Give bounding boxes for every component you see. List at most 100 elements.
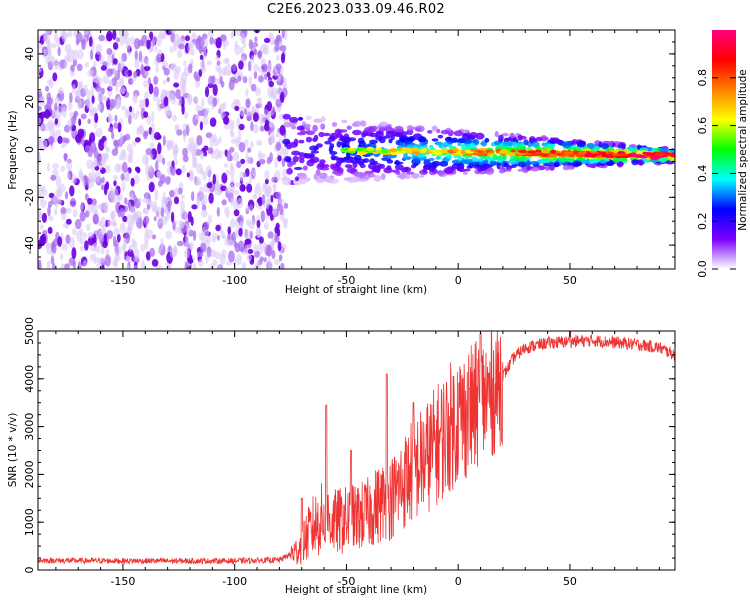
heatmap-cell	[233, 78, 239, 84]
heatmap-cell	[452, 148, 459, 152]
heatmap-cell	[90, 86, 95, 98]
heatmap-cell	[458, 168, 467, 173]
heatmap-cell	[339, 134, 344, 141]
heatmap-cell	[305, 136, 313, 143]
heatmap-cell	[403, 174, 412, 179]
heatmap-cell	[173, 69, 180, 81]
heatmap-cell	[232, 63, 237, 72]
heatmap-cell	[213, 138, 220, 147]
heatmap-cell	[124, 197, 128, 205]
heatmap-cell	[102, 61, 108, 67]
heatmap-cell	[70, 64, 75, 73]
heatmap-cell	[396, 174, 406, 179]
heatmap-cell	[400, 167, 408, 173]
heatmap-cell	[214, 148, 220, 160]
heatmap-cell	[394, 125, 404, 133]
heatmap-cell	[246, 183, 253, 193]
heatmap-cell	[635, 154, 644, 159]
heatmap-cell	[199, 150, 205, 160]
heatmap-cell	[320, 164, 325, 168]
heatmap-cell	[84, 30, 89, 36]
heatmap-cell	[209, 140, 214, 149]
heatmap-cell	[330, 154, 336, 161]
heatmap-cell	[375, 131, 384, 139]
heatmap-cell	[129, 36, 136, 45]
heatmap-cell	[271, 176, 277, 183]
heatmap-cell	[275, 98, 283, 108]
heatmap-cell	[476, 152, 486, 157]
heatmap-cell	[256, 219, 261, 229]
heatmap-cell	[494, 131, 499, 138]
heatmap-cell	[157, 49, 163, 58]
heatmap-cell	[329, 135, 336, 140]
heatmap-cell	[419, 174, 425, 178]
heatmap-cell	[225, 64, 232, 76]
heatmap-cell	[60, 263, 65, 269]
heatmap-cell	[443, 167, 454, 174]
heatmap-cell	[293, 166, 303, 171]
heatmap-cell	[272, 207, 277, 216]
heatmap-cell	[439, 160, 449, 167]
heatmap-cell	[103, 140, 108, 150]
snr-x-tick-label: -100	[222, 575, 247, 588]
heatmap-cell	[151, 200, 158, 213]
heatmap-cell	[498, 149, 509, 155]
heatmap-cell	[257, 49, 263, 60]
heatmap-cell	[137, 197, 142, 203]
heatmap-cell	[39, 211, 43, 219]
heatmap-cell	[440, 129, 451, 135]
heatmap-cell	[153, 86, 160, 98]
heatmap-cell	[347, 147, 356, 152]
heatmap-cell	[320, 123, 326, 130]
heatmap-cell	[252, 123, 259, 134]
heatmap-cell	[71, 247, 77, 260]
heatmap-cell	[122, 215, 128, 223]
heatmap-cell	[241, 185, 246, 192]
heatmap-cell	[223, 123, 231, 130]
heatmap-cell	[84, 144, 91, 153]
heatmap-cell	[64, 263, 70, 269]
heatmap-cell	[335, 161, 342, 167]
heatmap-cell	[71, 174, 77, 184]
heatmap-cell	[38, 117, 42, 124]
heatmap-cell	[80, 113, 87, 120]
heatmap-cell	[145, 59, 149, 67]
heatmap-cell	[73, 110, 79, 117]
heatmap-cell	[100, 202, 107, 211]
heatmap-cell	[449, 138, 459, 143]
heatmap-cell	[169, 248, 177, 259]
heatmap-cell	[280, 52, 286, 64]
heatmap-cell	[39, 35, 45, 45]
heatmap-cell	[238, 60, 244, 70]
heatmap-cell	[568, 154, 575, 158]
heatmap-cell	[353, 120, 362, 127]
heatmap-cell	[484, 137, 490, 143]
heatmap-cell	[616, 161, 624, 167]
heatmap-cell	[578, 154, 584, 158]
heatmap-cell	[65, 234, 71, 245]
heatmap-cell	[215, 224, 221, 232]
heatmap-cell	[265, 186, 271, 197]
heatmap-cell	[248, 75, 252, 88]
heatmap-cell	[267, 62, 272, 73]
heatmap-cell	[252, 169, 257, 177]
heatmap-cell	[149, 153, 154, 161]
heatmap-cell	[186, 143, 193, 152]
snr-x-tick-label: -50	[337, 575, 355, 588]
heatmap-cell	[378, 127, 386, 132]
heatmap-cell	[181, 165, 186, 174]
heatmap-cell	[103, 233, 107, 245]
heatmap-cell	[49, 126, 56, 137]
heatmap-cell	[54, 102, 58, 112]
heatmap-cell	[121, 180, 126, 192]
heatmap-cell	[173, 196, 180, 205]
heatmap-cell	[186, 172, 190, 178]
heatmap-cell	[237, 75, 242, 82]
colorbar-gradient	[712, 30, 736, 269]
heatmap-cell	[39, 185, 46, 192]
spectrogram-x-tick-label: 0	[455, 274, 462, 287]
heatmap-cell	[84, 61, 90, 68]
heatmap-cell	[371, 165, 381, 172]
heatmap-cell	[112, 67, 118, 78]
